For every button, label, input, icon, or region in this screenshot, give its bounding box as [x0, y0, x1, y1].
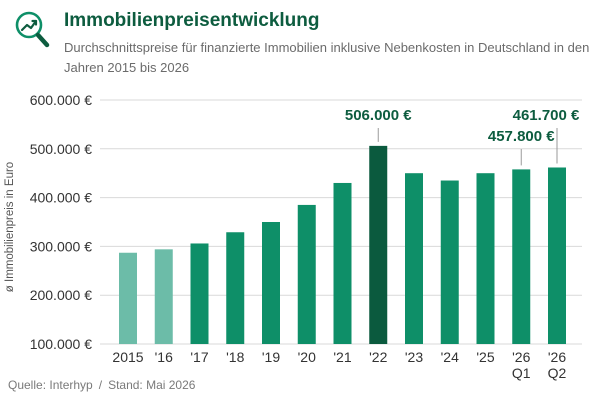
- y-tick-label: 200.000 €: [30, 287, 92, 303]
- bar: [154, 249, 173, 344]
- x-tick-label: '16: [155, 349, 173, 365]
- bar: [119, 252, 137, 344]
- x-tick-label: '21: [333, 349, 351, 365]
- y-tick-label: 500.000 €: [30, 141, 92, 157]
- chart-header: Immobilienpreisentwicklung Durchschnitts…: [14, 8, 594, 78]
- chart-title: Immobilienpreisentwicklung: [64, 10, 320, 31]
- chart-subtitle: Durchschnittspreise für finanzierte Immo…: [64, 40, 590, 75]
- x-tick-label: '17: [190, 349, 208, 365]
- x-tick-label: 2015: [112, 349, 143, 365]
- bar: [405, 173, 423, 344]
- y-tick-label: 300.000 €: [30, 238, 92, 254]
- bar: [297, 204, 316, 344]
- source-note: Quelle: Interhyp: [8, 378, 93, 392]
- x-tick-sublabel: Q2: [548, 365, 567, 381]
- footer-separator: /: [98, 378, 103, 392]
- bar: [333, 182, 352, 344]
- x-tick-label: '25: [476, 349, 494, 365]
- x-tick-label: '23: [405, 349, 423, 365]
- bar: [548, 167, 566, 344]
- x-tick-label: '24: [441, 349, 459, 365]
- bar: [226, 232, 245, 344]
- data-label: 461.700 €: [513, 107, 580, 124]
- x-tick-label: '22: [369, 349, 387, 365]
- bar: [190, 243, 209, 344]
- y-tick-label: 100.000 €: [30, 336, 92, 352]
- y-tick-label: 600.000 €: [30, 92, 92, 108]
- x-tick-label: '18: [226, 349, 244, 365]
- bar: [369, 145, 388, 344]
- y-axis-label: ø Immobilienpreis in Euro: [4, 162, 16, 292]
- x-tick-label: '19: [262, 349, 280, 365]
- data-label: 457.800 €: [488, 128, 555, 145]
- chart-footer: Quelle: Interhyp / Stand: Mai 2026: [8, 378, 195, 392]
- magnifier-trend-icon: [15, 11, 50, 48]
- y-tick-label: 400.000 €: [30, 190, 92, 206]
- bar: [512, 169, 531, 344]
- x-tick-label: '20: [298, 349, 316, 365]
- bar: [476, 173, 495, 344]
- data-label: 506.000 €: [345, 107, 412, 124]
- date-note: Stand: Mai 2026: [108, 378, 196, 392]
- bar: [440, 180, 459, 344]
- bar: [262, 222, 280, 344]
- x-tick-label: '26: [548, 349, 566, 365]
- x-tick-label: '26: [512, 349, 530, 365]
- x-tick-sublabel: Q1: [512, 365, 531, 381]
